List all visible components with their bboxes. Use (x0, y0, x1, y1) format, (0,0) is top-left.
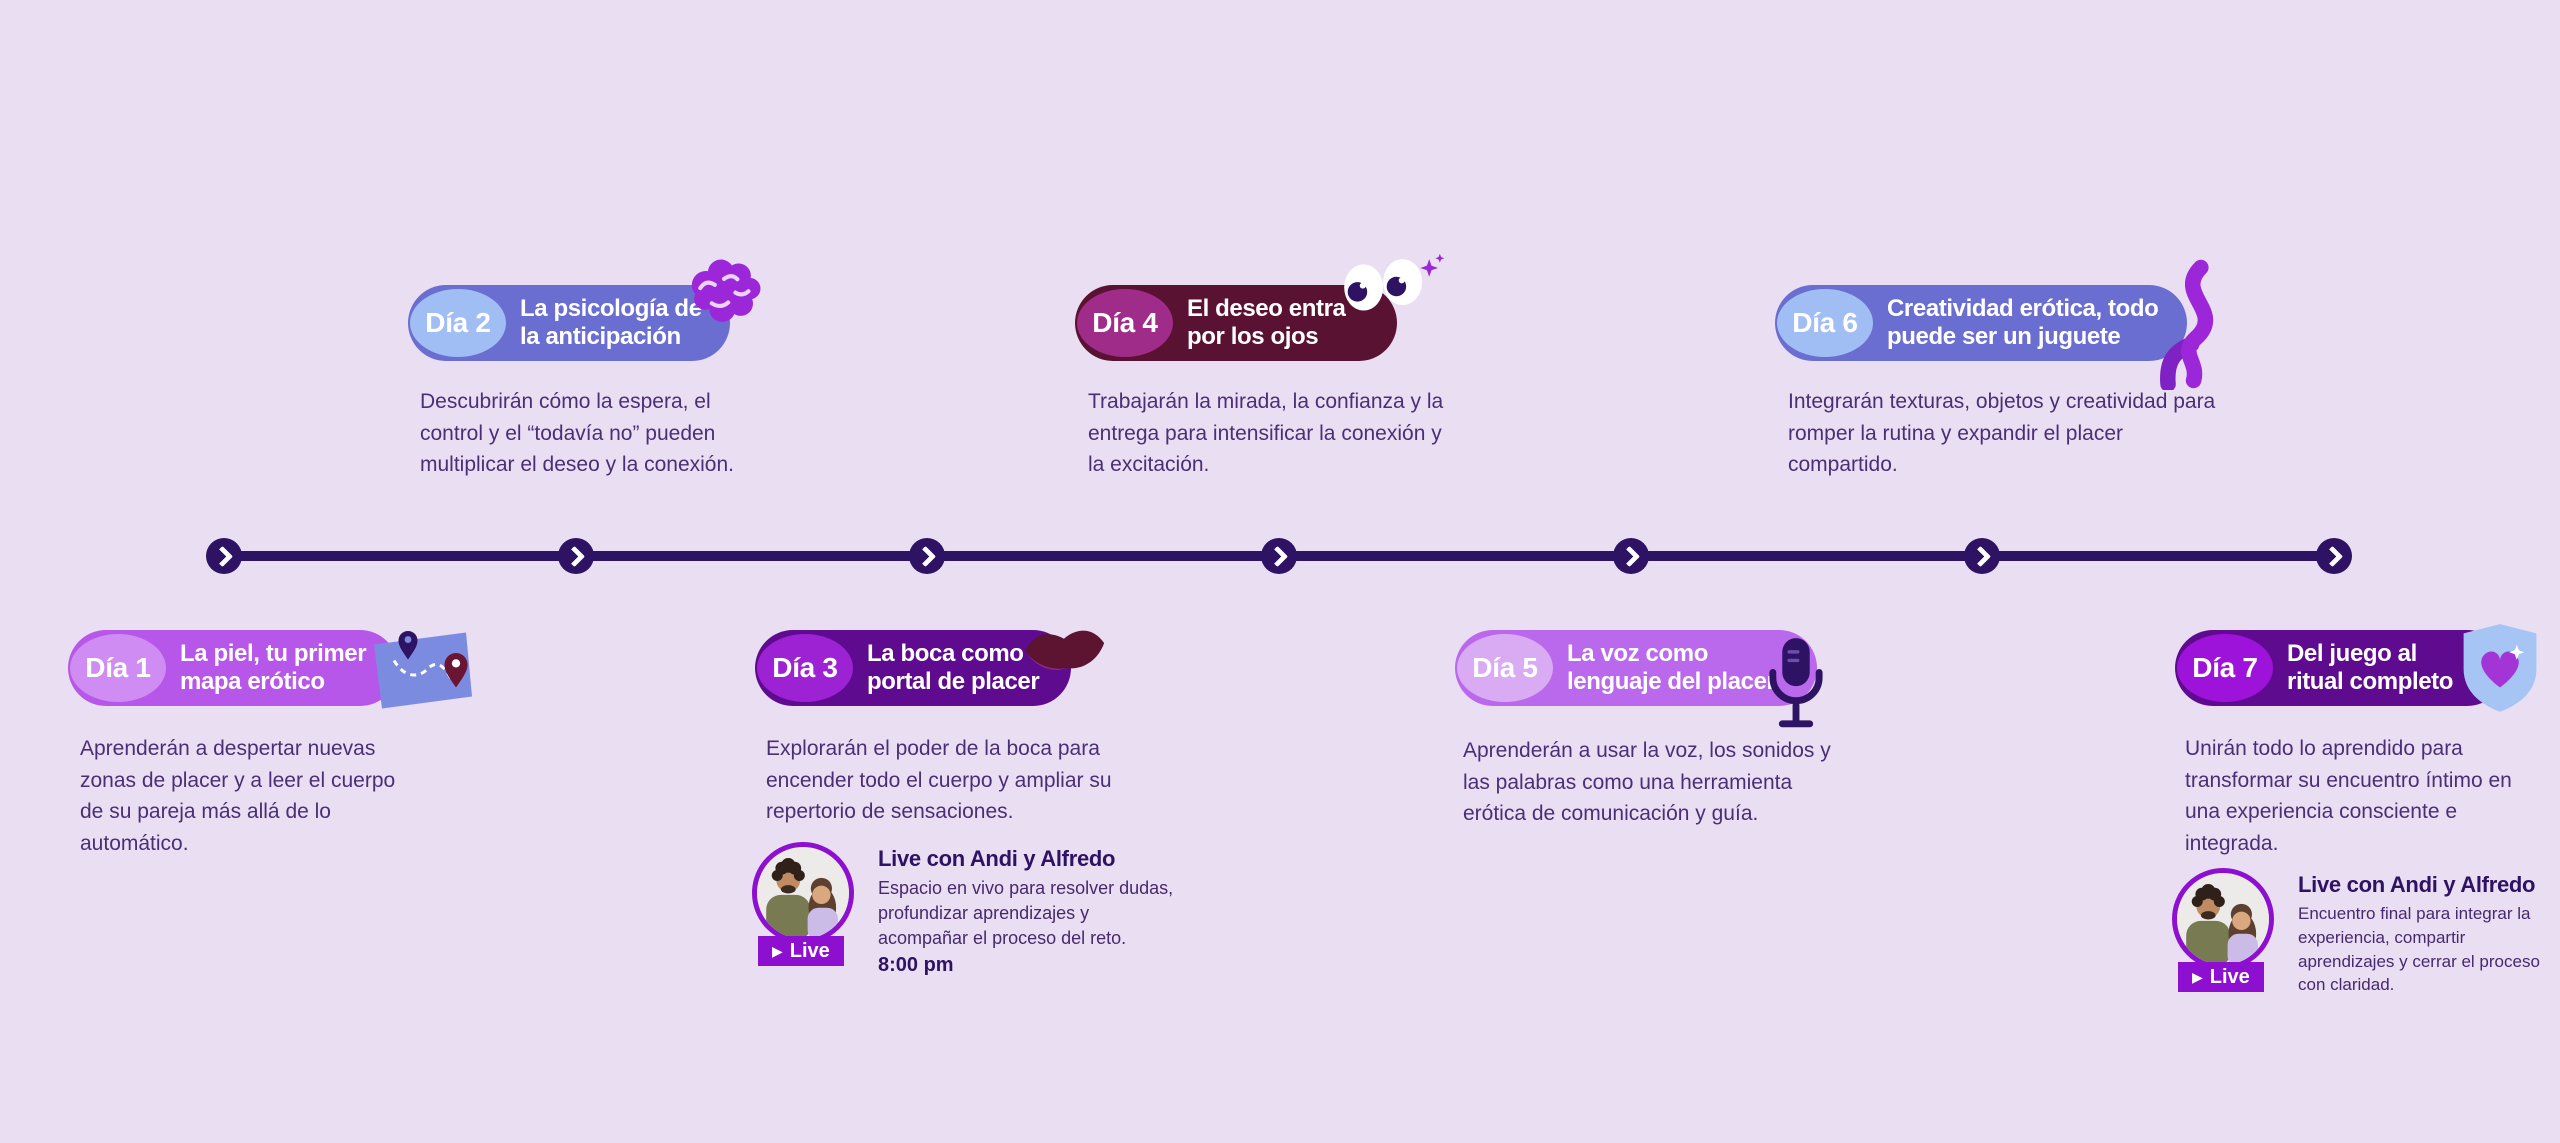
day-title-bar: Día 2 La psicología de la anticipación (408, 285, 730, 361)
chevron-right-icon (1266, 545, 1288, 567)
day-label-pill: Día 4 (1077, 289, 1173, 357)
day-title-bar: Día 1 La piel, tu primer mapa erótico (68, 630, 398, 706)
day-label-pill: Día 6 (1777, 289, 1873, 357)
day-title: La psicología de la anticipación (520, 294, 702, 350)
hosts-photo (752, 842, 854, 944)
day-title-bar: Día 7 Del juego al ritual completo (2175, 630, 2505, 706)
chevron-right-icon (1969, 545, 1991, 567)
play-icon: ▶ (772, 943, 783, 959)
day-title: La piel, tu primer mapa erótico (180, 639, 367, 695)
live-badge: ▶ Live (758, 936, 844, 966)
map-icon (374, 631, 472, 709)
live-text-block: Live con Andi y Alfredo Encuentro final … (2298, 872, 2548, 999)
timeline-node (558, 538, 594, 574)
hosts-avatar-illustration (757, 847, 849, 939)
timeline-node (206, 538, 242, 574)
chevron-right-icon (211, 545, 233, 567)
day-description: Explorarán el poder de la boca para ence… (766, 737, 1112, 823)
day-label-pill: Día 5 (1457, 634, 1553, 702)
play-icon: ▶ (2192, 969, 2203, 985)
hosts-avatar-illustration (2177, 873, 2269, 965)
chevron-right-icon (1618, 545, 1640, 567)
live-session-dia7: ▶ Live Live con Andi y Alfredo Encuentro… (2170, 866, 2550, 1046)
timeline-node (1261, 538, 1297, 574)
day-title: Creatividad erótica, todo puede ser un j… (1887, 294, 2159, 350)
timeline-node (1613, 538, 1649, 574)
day-title: La voz como lenguaje del placer (1567, 639, 1776, 695)
chevron-right-icon (563, 545, 585, 567)
chevron-right-icon (2321, 545, 2343, 567)
live-badge-label: Live (789, 939, 830, 962)
chevron-right-icon (914, 545, 936, 567)
day-description: Unirán todo lo aprendido para transforma… (2185, 737, 2512, 855)
live-session-dia3: ▶ Live Live con Andi y Alfredo Espacio e… (750, 840, 1180, 1020)
day-description: Aprenderán a despertar nuevas zonas de p… (80, 737, 396, 855)
day-label-pill: Día 2 (410, 289, 506, 357)
timeline-node (1964, 538, 2000, 574)
eyes-icon (1344, 253, 1445, 311)
live-text-block: Live con Andi y Alfredo Espacio en vivo … (878, 846, 1178, 977)
day-description: Integrarán texturas, objetos y creativid… (1788, 390, 2216, 476)
timeline-node (2316, 538, 2352, 574)
live-title: Live con Andi y Alfredo (2298, 872, 2536, 897)
toy-icon (2160, 259, 2214, 390)
shield-heart-icon (2463, 624, 2537, 712)
microphone-icon (1769, 638, 1823, 728)
day-description: Trabajarán la mirada, la confianza y la … (1088, 390, 1444, 476)
live-time: 8:00 pm (878, 953, 954, 976)
day-title-bar: Día 3 La boca como portal de placer (755, 630, 1071, 706)
live-description: Encuentro final para integrar la experie… (2298, 904, 2540, 995)
hosts-photo (2172, 868, 2274, 970)
day-label-pill: Día 3 (757, 634, 853, 702)
live-title: Live con Andi y Alfredo (878, 846, 1116, 871)
day-title-bar: Día 5 La voz como lenguaje del placer (1455, 630, 1817, 706)
live-description: Espacio en vivo para resolver dudas, pro… (878, 878, 1174, 949)
day-description: Descubrirán cómo la espera, el control y… (420, 390, 734, 476)
lips-icon (1025, 630, 1105, 670)
day-title-bar: Día 6 Creatividad erótica, todo puede se… (1775, 285, 2187, 361)
live-badge-label: Live (2209, 965, 2250, 988)
day-label-pill: Día 7 (2177, 634, 2273, 702)
brain-icon (691, 259, 761, 322)
timeline-node (909, 538, 945, 574)
day-title: La boca como portal de placer (867, 639, 1040, 695)
day-title-bar: Día 4 El deseo entra por los ojos (1075, 285, 1397, 361)
live-badge: ▶ Live (2178, 962, 2264, 992)
day-title: Del juego al ritual completo (2287, 639, 2454, 695)
day-label-pill: Día 1 (70, 634, 166, 702)
day-description: Aprenderán a usar la voz, los sonidos y … (1463, 739, 1831, 825)
day-title: El deseo entra por los ojos (1187, 294, 1346, 350)
